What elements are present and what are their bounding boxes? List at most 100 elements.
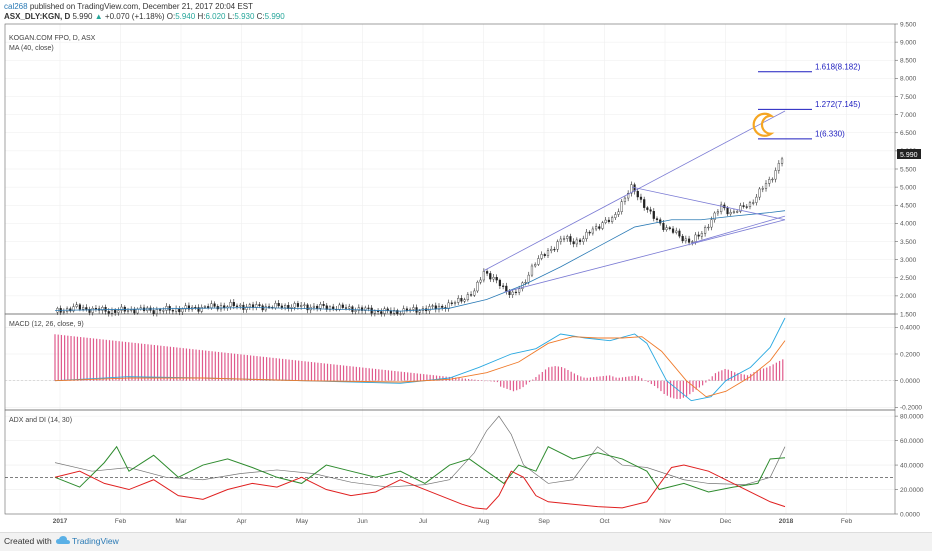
macd-histogram-bar bbox=[326, 363, 329, 381]
candle-body bbox=[82, 307, 85, 310]
x-tick-label: Jul bbox=[419, 518, 428, 525]
macd-histogram-bar bbox=[487, 380, 489, 382]
macd-histogram-bar bbox=[762, 368, 765, 381]
macd-histogram-bar bbox=[198, 349, 200, 381]
candle-body bbox=[287, 305, 290, 309]
macd-histogram-bar bbox=[637, 376, 640, 381]
macd-histogram-bar bbox=[358, 367, 361, 381]
candle-body bbox=[174, 308, 178, 312]
macd-histogram-bar bbox=[64, 335, 66, 381]
candle-body bbox=[393, 310, 396, 314]
symbol-label: ASX_DLY:KGN, D bbox=[4, 12, 71, 21]
candle-body bbox=[91, 307, 94, 313]
candle-body bbox=[502, 285, 505, 287]
macd-histogram-bar bbox=[176, 347, 178, 381]
candle-body bbox=[601, 222, 604, 229]
x-tick-label: May bbox=[296, 518, 309, 525]
candle-body bbox=[777, 163, 780, 171]
candle-body bbox=[611, 217, 614, 222]
footer-bar: Created with TradingView bbox=[0, 532, 932, 551]
candle-body bbox=[707, 226, 710, 229]
macd-histogram-bar bbox=[766, 367, 768, 381]
candle-body bbox=[283, 305, 287, 308]
macd-histogram-bar bbox=[439, 375, 441, 381]
candle-body bbox=[194, 306, 197, 309]
y-tick-label: 3.000 bbox=[900, 257, 917, 264]
macd-histogram-bar bbox=[695, 380, 697, 390]
candle-body bbox=[655, 218, 659, 220]
grid-lines bbox=[5, 23, 895, 515]
candle-body bbox=[748, 202, 752, 208]
macd-histogram-bar bbox=[375, 368, 377, 381]
macd-histogram-bar bbox=[108, 340, 111, 381]
x-tick-label: Aug bbox=[478, 518, 490, 525]
macd-histogram-bar bbox=[416, 373, 418, 381]
macd-histogram-bar bbox=[246, 355, 248, 381]
candle-body bbox=[351, 306, 354, 312]
candle-body bbox=[694, 234, 697, 242]
candle-body bbox=[543, 254, 546, 256]
macd-histogram-bar bbox=[679, 380, 681, 399]
macd-histogram-bar bbox=[474, 379, 476, 381]
candle-body bbox=[665, 227, 668, 230]
open-label: O: bbox=[166, 12, 176, 21]
macd-histogram-bar bbox=[509, 380, 511, 391]
adx-pane[interactable] bbox=[5, 415, 895, 510]
macd-histogram-bar bbox=[689, 380, 691, 395]
y-tick-label: 8.000 bbox=[900, 76, 917, 83]
macd-histogram-bar bbox=[554, 366, 556, 381]
macd-histogram-bar bbox=[682, 380, 684, 398]
candle-body bbox=[562, 238, 566, 240]
candle-body bbox=[518, 288, 521, 293]
macd-histogram-bar bbox=[285, 359, 287, 381]
macd-pane[interactable] bbox=[5, 317, 895, 402]
macd-histogram-bar bbox=[516, 380, 518, 391]
macd-histogram-bar bbox=[464, 378, 466, 381]
price-pane[interactable]: 1.618(8.182) 1.272(7.145) 1(6.330) bbox=[54, 62, 861, 317]
author-link[interactable]: cal268 bbox=[4, 2, 28, 11]
candle-body bbox=[684, 238, 687, 242]
chart-area[interactable]: 1.618(8.182) 1.272(7.145) 1(6.330) 2017 Feb… bbox=[0, 0, 932, 532]
macd-histogram-bar bbox=[189, 348, 191, 381]
macd-histogram-bar bbox=[397, 371, 399, 381]
macd-histogram-bar bbox=[714, 373, 717, 381]
macd-histogram-bar bbox=[573, 373, 575, 381]
macd-histogram-bar bbox=[144, 343, 146, 381]
macd-histogram-bar bbox=[70, 336, 72, 381]
macd-histogram-bar bbox=[73, 336, 75, 381]
candle-body bbox=[296, 303, 300, 307]
macd-histogram-bar bbox=[105, 339, 107, 381]
macd-histogram-bar bbox=[217, 351, 220, 381]
macd-histogram-bar bbox=[169, 346, 172, 381]
adx-line bbox=[54, 415, 786, 488]
macd-histogram-bar bbox=[233, 353, 236, 381]
macd-histogram-bar bbox=[512, 380, 515, 392]
signal-line bbox=[54, 336, 786, 398]
candle-body bbox=[210, 303, 213, 309]
macd-histogram-bar bbox=[272, 357, 274, 381]
macd-histogram-bar bbox=[718, 371, 720, 381]
macd-histogram-bar bbox=[669, 380, 672, 398]
macd-histogram-bar bbox=[769, 366, 771, 381]
macd-histogram-bar bbox=[237, 354, 239, 381]
macd-histogram-bar bbox=[275, 358, 277, 381]
candle-body bbox=[107, 311, 110, 314]
close-label: C: bbox=[256, 12, 265, 21]
candle-body bbox=[338, 304, 341, 310]
macd-histogram-bar bbox=[528, 380, 531, 383]
candle-body bbox=[703, 227, 707, 234]
x-tick-label: Oct bbox=[599, 518, 609, 525]
macd-histogram-bar bbox=[102, 339, 104, 381]
x-tick-label: Feb bbox=[841, 518, 853, 525]
macd-histogram-bar bbox=[580, 376, 582, 381]
macd-histogram-bar bbox=[342, 365, 345, 381]
macd-histogram-bar bbox=[89, 338, 91, 381]
macd-histogram-bar bbox=[653, 380, 656, 386]
low-label: L: bbox=[227, 12, 235, 21]
candle-body bbox=[566, 236, 569, 239]
macd-histogram-bar bbox=[625, 376, 627, 381]
candle-body bbox=[636, 191, 639, 198]
tradingview-brand[interactable]: TradingView bbox=[72, 536, 119, 546]
candle-body bbox=[771, 178, 774, 181]
macd-histogram-bar bbox=[458, 377, 460, 381]
